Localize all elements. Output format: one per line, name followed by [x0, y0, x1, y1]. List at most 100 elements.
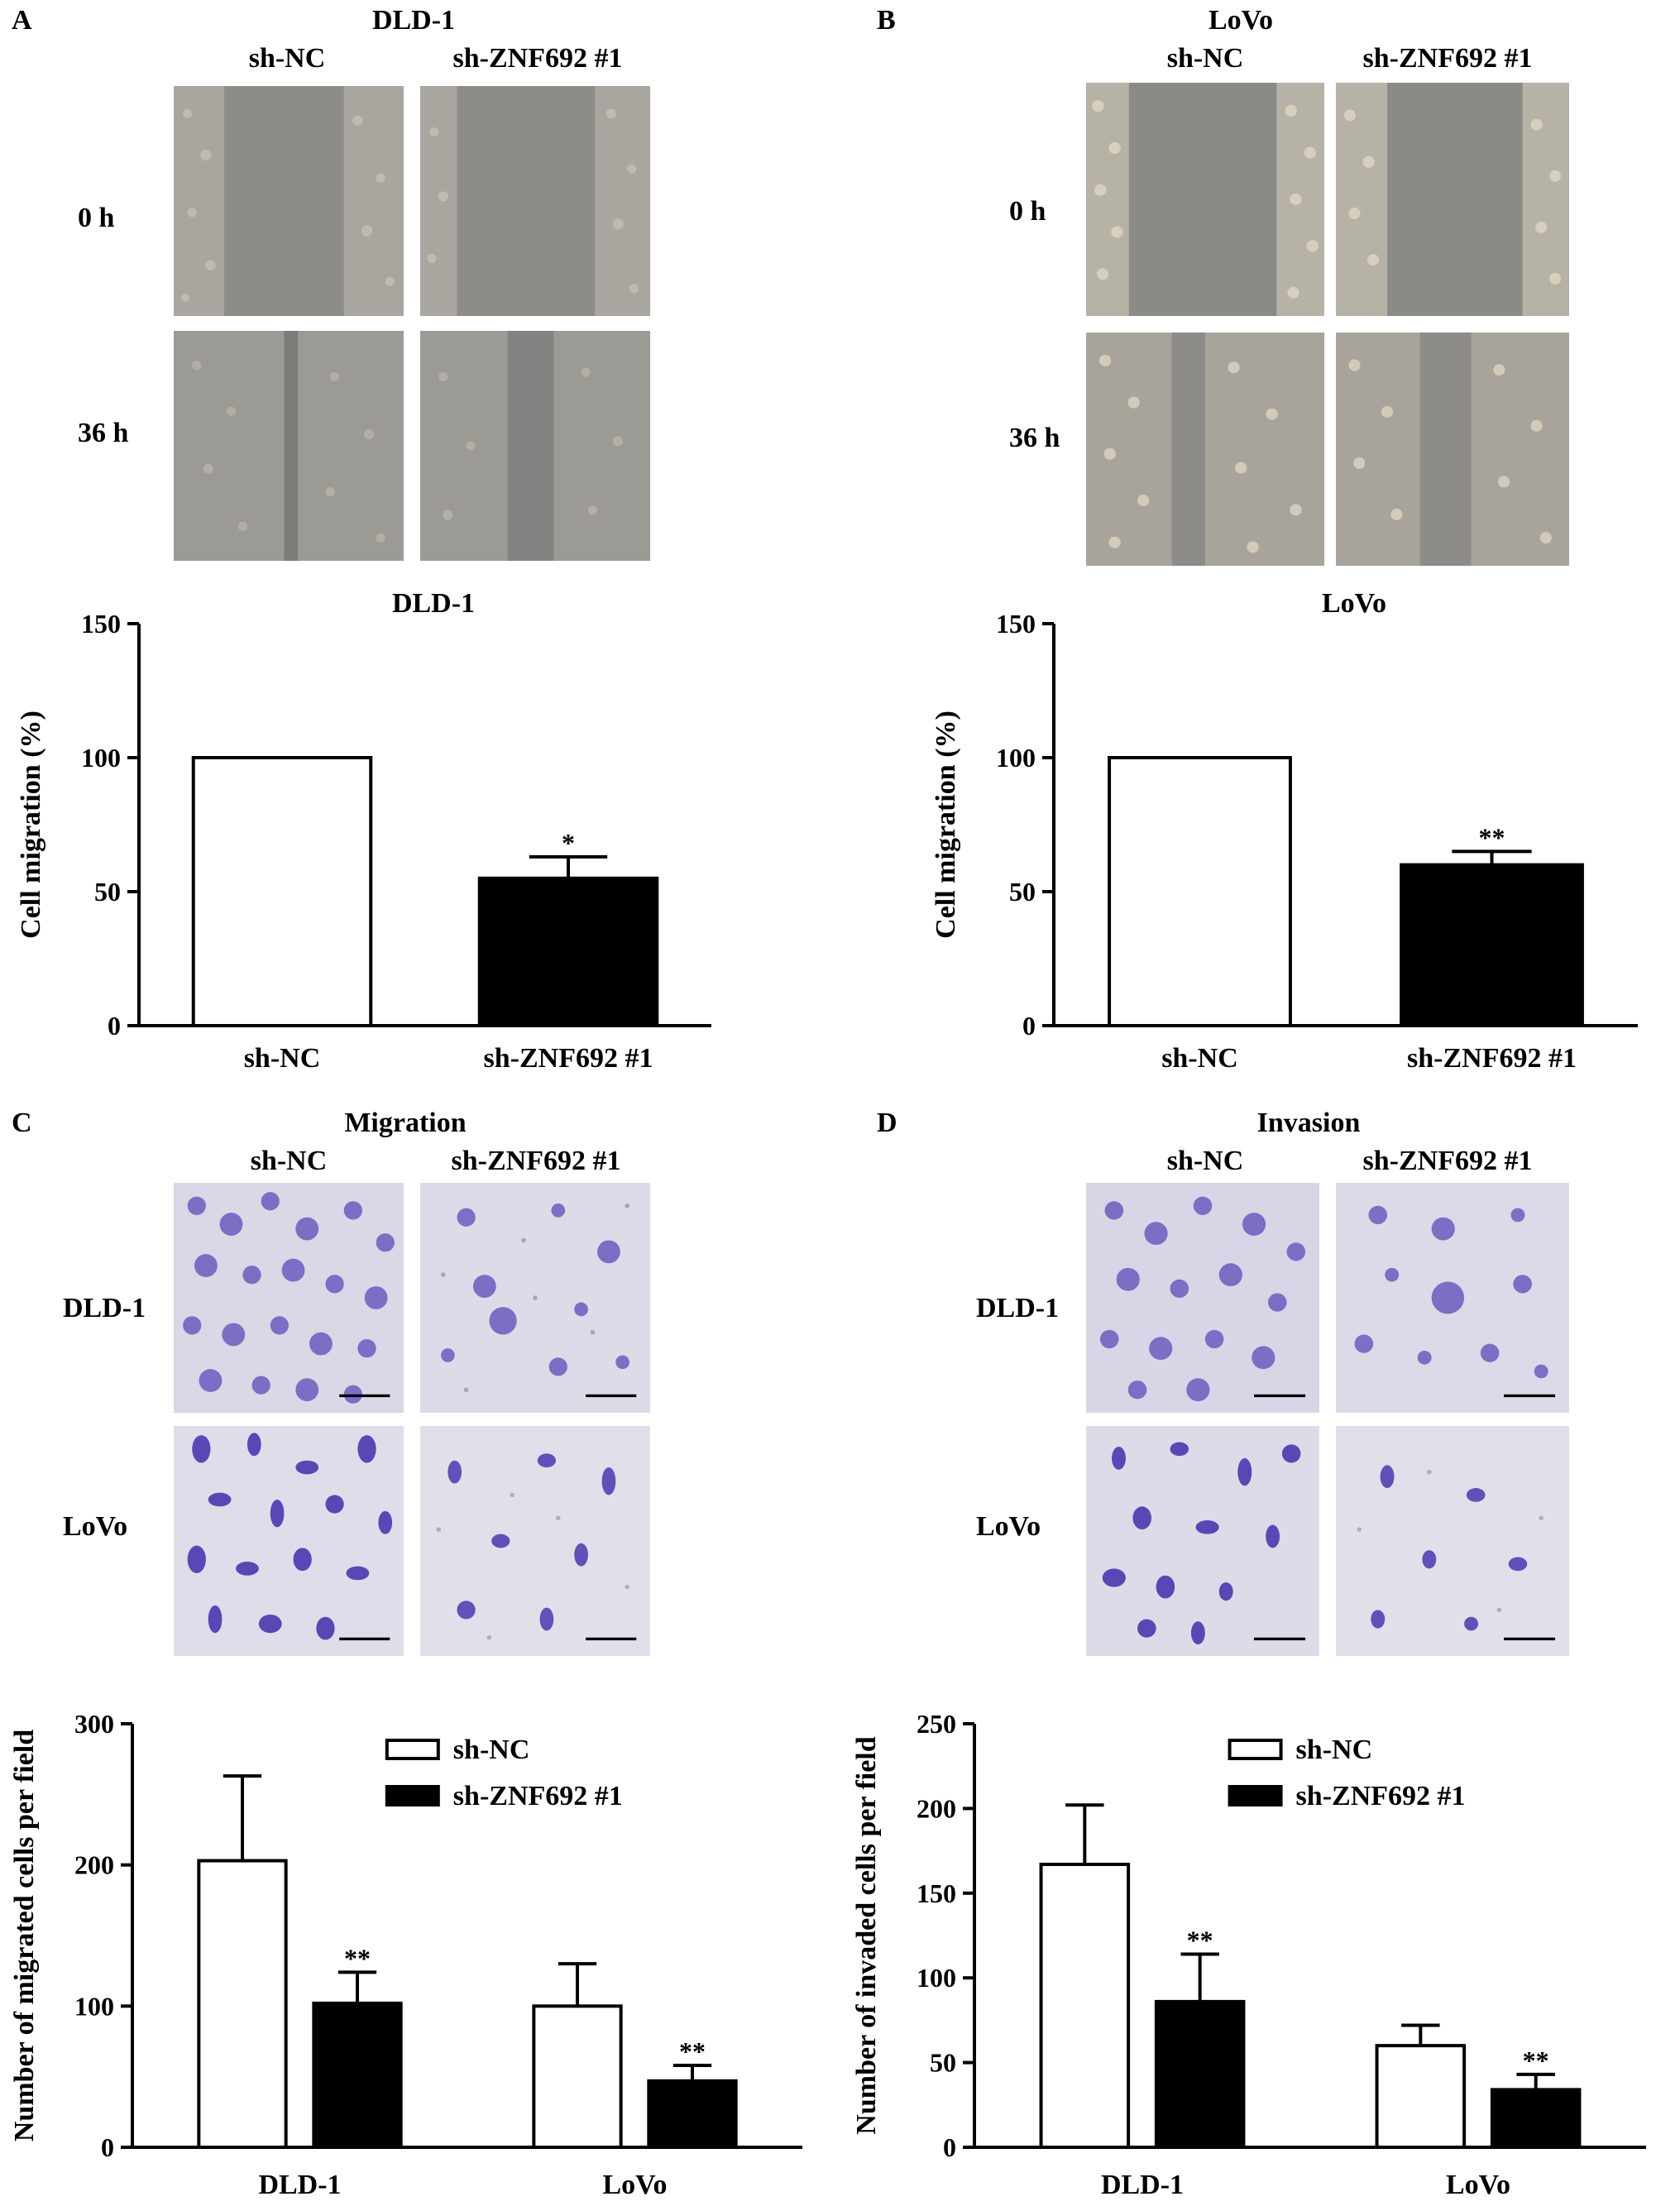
bar: [1154, 1999, 1246, 2150]
y-tick-label: 100: [81, 743, 121, 773]
panel-c-col-label-sh-znf692: sh-ZNF692 #1: [451, 1146, 621, 1176]
legend-swatch: [1228, 1785, 1283, 1806]
bar: [191, 756, 373, 1027]
transwell-migration-lovo-shznf692: [420, 1426, 650, 1656]
transwell-invasion-dld1-shznf692: [1336, 1183, 1569, 1413]
panel-a-row-label-36h: 36 h: [78, 418, 129, 448]
y-tick-label: 150: [917, 1878, 956, 1908]
bar: [477, 876, 659, 1028]
bar: [1039, 1862, 1131, 2149]
panel-d-assay-title: Invasion: [1256, 1108, 1361, 1138]
wound-image-lovo-shnc-36h: [1086, 333, 1324, 566]
panel-b-row-label-36h: 36 h: [1009, 423, 1060, 453]
panel-b-col-label-sh-znf692: sh-ZNF692 #1: [1362, 43, 1533, 74]
bar: [1375, 2044, 1467, 2150]
bar: [1490, 2088, 1582, 2149]
y-tick-label: 250: [917, 1709, 956, 1739]
panel-b-col-label-sh-nc: sh-NC: [1166, 43, 1244, 74]
legend-swatch: [385, 1739, 440, 1760]
x-tick-label: DLD-1: [258, 2170, 341, 2200]
y-tick-label: 200: [917, 1793, 956, 1823]
y-tick-label: 50: [1009, 877, 1036, 907]
chart-title: LoVo: [1322, 588, 1386, 619]
panel-d-col-label-sh-znf692: sh-ZNF692 #1: [1362, 1146, 1533, 1176]
wound-image-lovo-shznf692-36h: [1336, 333, 1569, 566]
panel-c-assay-title: Migration: [344, 1108, 467, 1138]
y-tick-label: 0: [101, 2132, 114, 2162]
legend-label: sh-NC: [1296, 1735, 1373, 1765]
y-tick-label: 200: [74, 1850, 114, 1880]
panel-c-row-label-dld1: DLD-1: [63, 1293, 146, 1323]
wound-image-dld1-shnc-0h: [174, 86, 404, 316]
y-tick-label: 50: [94, 877, 121, 907]
bar: [197, 1859, 288, 2149]
significance-marker: **: [1479, 822, 1505, 852]
bar-chart-c: 0 100 200 300 Number of migrated cells per f…: [9, 1709, 802, 2200]
legend-label: sh-ZNF692 #1: [453, 1781, 623, 1811]
y-axis-title: Cell migration (%): [16, 711, 46, 939]
y-axis-title: Number of migrated cells per field: [9, 1730, 40, 2141]
bar-chart-b: 0 50 100 150 Cell migration (%) LoVo sh-NC ** sh…: [931, 588, 1638, 1074]
wound-image-dld1-shnc-36h: [174, 331, 404, 561]
significance-marker: **: [1187, 1926, 1213, 1955]
x-tick-label: LoVo: [1446, 2170, 1510, 2200]
panel-b-row-label-0h: 0 h: [1009, 196, 1046, 227]
panel-label-b: B: [877, 5, 896, 36]
y-axis-title: Number of invaded cells per field: [851, 1736, 882, 2134]
y-tick-label: 0: [108, 1011, 121, 1041]
wound-image-lovo-shznf692-0h: [1336, 83, 1569, 316]
significance-marker: **: [344, 1943, 371, 1973]
significance-marker: **: [1523, 2046, 1549, 2075]
bar-chart-a: 0 50 100 150 Cell migration (%) DLD-1 sh-NC * sh…: [16, 588, 711, 1074]
legend-swatch: [1228, 1739, 1283, 1760]
significance-marker: *: [562, 828, 575, 858]
bar: [647, 2079, 738, 2149]
x-tick-label: sh-ZNF692 #1: [484, 1043, 653, 1074]
wound-image-dld1-shznf692-36h: [420, 331, 650, 561]
x-tick-label: DLD-1: [1101, 2170, 1184, 2200]
x-tick-label: sh-NC: [1161, 1043, 1238, 1074]
y-tick-label: 150: [81, 609, 121, 639]
bar: [1108, 756, 1292, 1027]
y-tick-label: 150: [996, 609, 1036, 639]
panel-d-col-label-sh-nc: sh-NC: [1166, 1146, 1244, 1176]
panel-a-col-label-sh-znf692: sh-ZNF692 #1: [452, 43, 623, 74]
panel-d-row-label-dld1: DLD-1: [976, 1293, 1060, 1323]
y-tick-label: 300: [74, 1709, 114, 1739]
transwell-migration-lovo-shnc: [174, 1426, 404, 1656]
chart-title: DLD-1: [392, 588, 475, 619]
transwell-migration-dld1-shznf692: [420, 1183, 650, 1413]
legend-label: sh-NC: [453, 1735, 530, 1765]
panel-c-col-label-sh-nc: sh-NC: [250, 1146, 328, 1176]
y-tick-label: 100: [917, 1963, 956, 1993]
panel-label-a: A: [12, 5, 32, 36]
wound-image-lovo-shnc-0h: [1086, 83, 1324, 316]
y-tick-label: 0: [943, 2132, 956, 2162]
panel-c-row-label-lovo: LoVo: [63, 1511, 128, 1542]
y-tick-label: 100: [996, 743, 1036, 773]
transwell-migration-dld1-shnc: [174, 1183, 404, 1413]
transwell-invasion-lovo-shnc: [1086, 1426, 1319, 1656]
x-tick-label: sh-NC: [244, 1043, 321, 1074]
y-tick-label: 50: [930, 2048, 956, 2078]
y-axis-title: Cell migration (%): [931, 711, 961, 939]
bar: [1400, 863, 1584, 1027]
significance-marker: **: [679, 2036, 706, 2066]
panel-label-c: C: [12, 1108, 32, 1138]
transwell-invasion-lovo-shznf692: [1336, 1426, 1569, 1656]
x-tick-label: LoVo: [602, 2170, 667, 2200]
legend-swatch: [385, 1785, 440, 1806]
panel-b-cell-line-title: LoVo: [1208, 5, 1274, 36]
y-tick-label: 0: [1022, 1011, 1036, 1041]
bar: [312, 2001, 403, 2149]
y-tick-label: 100: [74, 1991, 114, 2021]
panel-d-row-label-lovo: LoVo: [976, 1511, 1041, 1542]
wound-image-dld1-shznf692-0h: [420, 86, 650, 316]
legend-label: sh-ZNF692 #1: [1296, 1781, 1466, 1811]
x-tick-label: sh-ZNF692 #1: [1407, 1043, 1577, 1074]
transwell-invasion-dld1-shnc: [1086, 1183, 1319, 1413]
panel-a-row-label-0h: 0 h: [78, 203, 115, 233]
panel-a-col-label-sh-nc: sh-NC: [248, 43, 326, 74]
panel-a-cell-line-title: DLD-1: [371, 5, 456, 36]
